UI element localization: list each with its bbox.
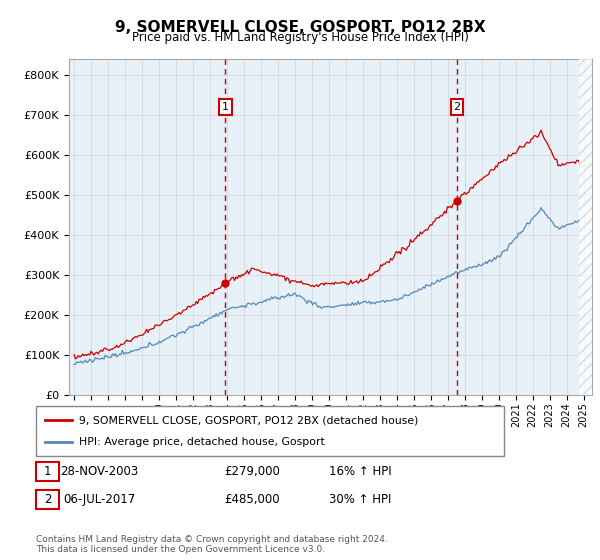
Text: Contains HM Land Registry data © Crown copyright and database right 2024.
This d: Contains HM Land Registry data © Crown c… <box>36 535 388 554</box>
Text: 16% ↑ HPI: 16% ↑ HPI <box>329 465 391 478</box>
Text: 28-NOV-2003: 28-NOV-2003 <box>60 465 138 478</box>
Text: 06-JUL-2017: 06-JUL-2017 <box>63 493 135 506</box>
Text: 1: 1 <box>44 465 51 478</box>
Text: £485,000: £485,000 <box>224 493 280 506</box>
Text: 30% ↑ HPI: 30% ↑ HPI <box>329 493 391 506</box>
Bar <box>580 59 592 395</box>
Text: 9, SOMERVELL CLOSE, GOSPORT, PO12 2BX (detached house): 9, SOMERVELL CLOSE, GOSPORT, PO12 2BX (d… <box>79 415 419 425</box>
Bar <box>580 59 592 395</box>
Text: 1: 1 <box>222 102 229 112</box>
Text: 9, SOMERVELL CLOSE, GOSPORT, PO12 2BX: 9, SOMERVELL CLOSE, GOSPORT, PO12 2BX <box>115 20 485 35</box>
Text: 2: 2 <box>454 102 461 112</box>
Text: Price paid vs. HM Land Registry's House Price Index (HPI): Price paid vs. HM Land Registry's House … <box>131 31 469 44</box>
Text: 2: 2 <box>44 493 51 506</box>
Text: HPI: Average price, detached house, Gosport: HPI: Average price, detached house, Gosp… <box>79 437 325 447</box>
Text: £279,000: £279,000 <box>224 465 280 478</box>
